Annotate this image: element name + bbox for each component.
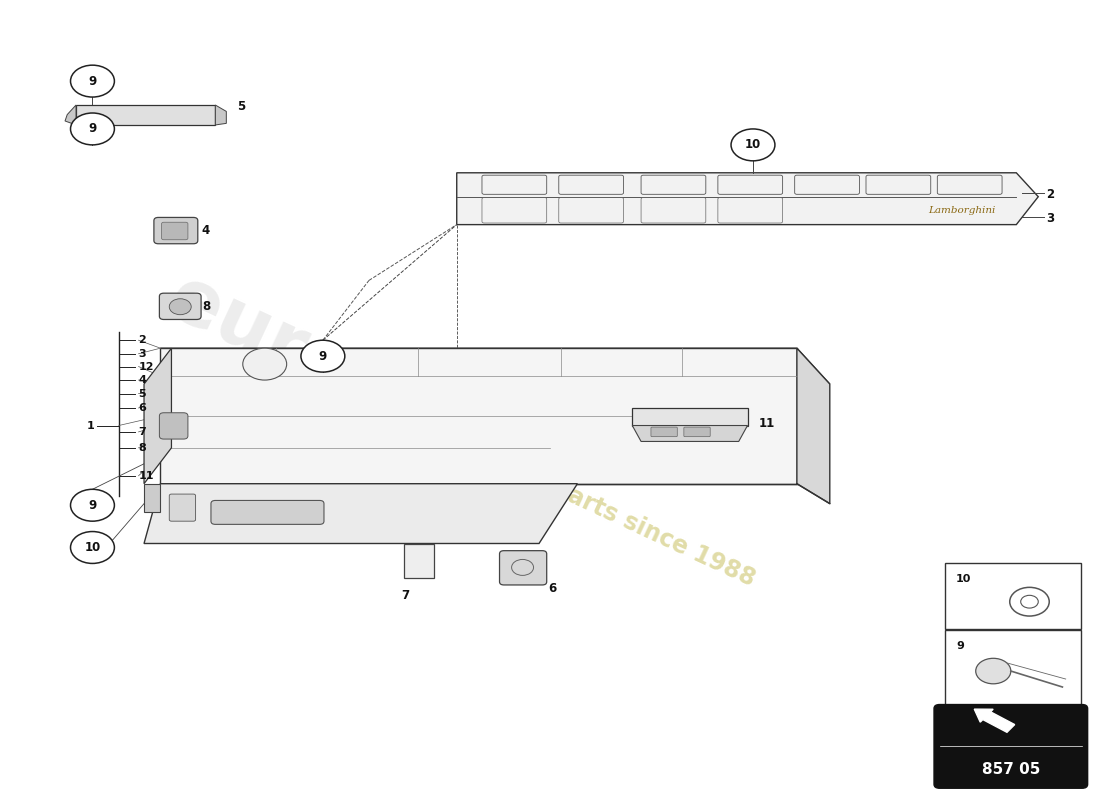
Text: 7: 7 <box>139 427 146 437</box>
Text: 4: 4 <box>139 375 146 385</box>
Text: 4: 4 <box>201 225 209 238</box>
Polygon shape <box>65 105 76 125</box>
FancyBboxPatch shape <box>169 494 196 521</box>
Polygon shape <box>161 348 829 384</box>
Text: 6: 6 <box>139 403 146 413</box>
Text: 857 05: 857 05 <box>981 762 1040 778</box>
Text: 9: 9 <box>319 350 327 362</box>
Polygon shape <box>632 408 748 426</box>
Text: 10: 10 <box>956 574 971 584</box>
FancyBboxPatch shape <box>684 427 711 437</box>
Text: 8: 8 <box>202 300 210 314</box>
Polygon shape <box>216 105 227 125</box>
FancyBboxPatch shape <box>651 427 678 437</box>
Text: 11: 11 <box>759 418 774 430</box>
Text: 9: 9 <box>88 74 97 88</box>
Text: 12: 12 <box>139 362 154 371</box>
Circle shape <box>243 348 287 380</box>
Circle shape <box>732 129 774 161</box>
Polygon shape <box>144 484 578 543</box>
Polygon shape <box>144 348 172 484</box>
Text: 9: 9 <box>88 122 97 135</box>
Text: 9: 9 <box>956 641 964 650</box>
Text: 1: 1 <box>87 421 95 430</box>
Text: 8: 8 <box>139 443 146 453</box>
Text: 5: 5 <box>139 389 146 398</box>
FancyArrow shape <box>975 709 1014 732</box>
Text: 10: 10 <box>85 541 100 554</box>
Text: 7: 7 <box>402 589 409 602</box>
Text: 3: 3 <box>1046 212 1054 225</box>
Circle shape <box>70 531 114 563</box>
Circle shape <box>70 490 114 521</box>
FancyBboxPatch shape <box>154 218 198 244</box>
FancyBboxPatch shape <box>160 413 188 439</box>
Text: 2: 2 <box>139 335 146 346</box>
Circle shape <box>301 340 344 372</box>
FancyBboxPatch shape <box>934 705 1088 788</box>
Circle shape <box>70 113 114 145</box>
Text: a passion for parts since 1988: a passion for parts since 1988 <box>384 400 759 592</box>
Text: europarts: europarts <box>156 262 570 506</box>
Polygon shape <box>796 348 829 504</box>
Text: 11: 11 <box>139 470 154 481</box>
Circle shape <box>169 298 191 314</box>
FancyBboxPatch shape <box>404 544 433 578</box>
FancyBboxPatch shape <box>162 222 188 240</box>
Text: 10: 10 <box>745 138 761 151</box>
Text: 2: 2 <box>1046 188 1054 201</box>
Circle shape <box>976 658 1011 684</box>
Text: 9: 9 <box>88 498 97 512</box>
Text: Lamborghini: Lamborghini <box>927 206 996 214</box>
Text: 5: 5 <box>238 100 245 113</box>
Text: 3: 3 <box>139 349 146 358</box>
Polygon shape <box>144 484 161 512</box>
Circle shape <box>70 65 114 97</box>
Polygon shape <box>456 173 1038 225</box>
FancyBboxPatch shape <box>211 501 324 524</box>
Polygon shape <box>76 105 216 125</box>
FancyBboxPatch shape <box>499 550 547 585</box>
Polygon shape <box>632 426 748 442</box>
Polygon shape <box>161 348 796 484</box>
FancyBboxPatch shape <box>160 293 201 319</box>
Text: 6: 6 <box>548 582 557 595</box>
